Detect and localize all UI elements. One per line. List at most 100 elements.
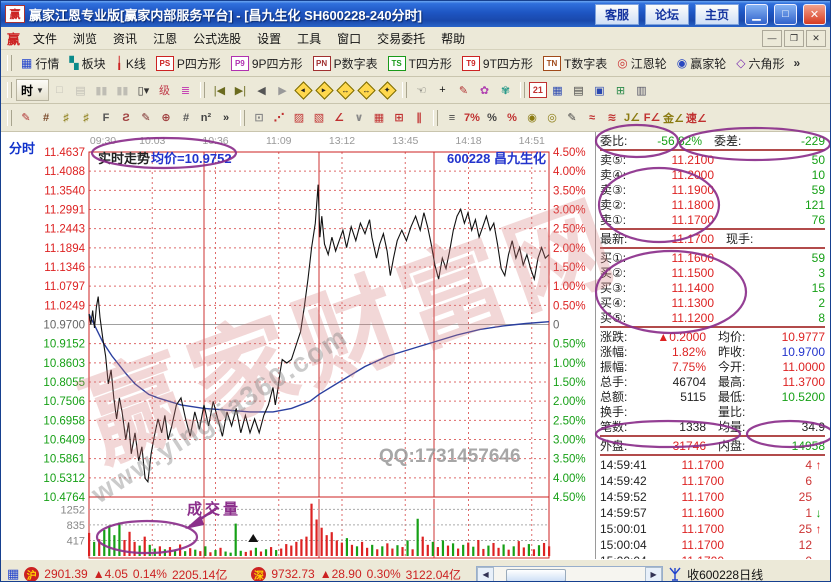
tick-row-5[interactable]: 15:00:04 11.1700 12 xyxy=(600,537,825,553)
toolbar-button-kline[interactable]: ╽ K线 xyxy=(111,53,151,74)
toolbar-button-percent-line[interactable]: % xyxy=(507,111,517,124)
toolbar-button-first-page[interactable]: |◀ xyxy=(213,84,226,97)
close-button[interactable]: ✕ xyxy=(803,3,826,25)
toolbar-button-winner-wheel[interactable]: ◉ 赢家轮 xyxy=(672,53,732,74)
toolbar-button-time-circle[interactable]: ⊕ xyxy=(161,112,171,124)
toolbar-button-export-tool[interactable]: ⊞ xyxy=(615,84,626,97)
toolbar-button-prev-page[interactable]: ◀ xyxy=(257,84,266,97)
menu-item-5[interactable]: 设置 xyxy=(257,31,282,46)
toolbar-button-notes-tool[interactable]: ▤ xyxy=(573,84,584,97)
toolbar-button-angle-lines[interactable]: ∠ xyxy=(334,112,344,124)
toolbar-button-brush[interactable]: ✎ xyxy=(141,112,151,124)
toolbar-button-hexagon[interactable]: ◇ 六角形 xyxy=(731,53,789,74)
toolbar-button-fan-box-2[interactable]: ▧ xyxy=(313,112,325,124)
toolbar-button-crosshair-tool[interactable]: + xyxy=(439,84,446,96)
ask-row-2[interactable]: 卖②: 11.1800 121 xyxy=(600,197,825,213)
bid-row-5[interactable]: 买⑤: 11.1200 8 xyxy=(600,310,825,326)
toolbar-button-percent[interactable]: % xyxy=(487,111,497,124)
menu-item-8[interactable]: 交易委托 xyxy=(377,31,426,46)
scroll-left-icon[interactable]: ◀ xyxy=(477,566,495,581)
toolbar-button-p-square[interactable]: PS P四方形 xyxy=(151,53,226,74)
toolbar-button-gold-circle[interactable]: ◉ xyxy=(527,112,537,124)
toolbar-button-gann-bars[interactable]: ≡ xyxy=(448,111,456,124)
toolbar-button-calendar-tool[interactable]: 21 xyxy=(528,82,547,98)
toolbar-button-speed-angle[interactable]: 速∠ xyxy=(685,112,707,125)
toolbar-button-j-angle[interactable]: J∠ xyxy=(624,112,640,124)
toolbar-button-zoom-left-diamond[interactable]: ◂ xyxy=(294,80,313,100)
toolbar-button-price-grid-2[interactable]: ⊞ xyxy=(394,112,404,124)
toolbar-button-draw-pen[interactable]: ✎ xyxy=(21,112,31,124)
child-restore-button[interactable]: ❐ xyxy=(784,29,804,47)
toolbar-button-save-tool[interactable]: ▣ xyxy=(594,84,605,97)
menu-item-2[interactable]: 资讯 xyxy=(113,31,138,46)
toolbar-button-gold-wave[interactable]: ≋ xyxy=(607,112,617,124)
toolbar-overflow-icon[interactable]: » xyxy=(793,56,801,70)
toolbar-button-9p-square[interactable]: P9 9P四方形 xyxy=(226,53,308,74)
toolbar-button-fan-lines[interactable]: ⋰ xyxy=(273,112,285,124)
panel-divider[interactable] xyxy=(595,132,596,559)
toolbar-button-t-number[interactable]: TN T数字表 xyxy=(538,53,612,74)
toolbar-button-gann-frame[interactable]: ⊡ xyxy=(254,112,264,124)
ask-row-4[interactable]: 卖④: 11.2000 10 xyxy=(600,167,825,183)
toolbar-button-slant-lines[interactable]: ∥ xyxy=(416,112,422,124)
toolbar-button-stamp-tool[interactable]: 级 xyxy=(158,85,170,97)
menu-item-7[interactable]: 窗口 xyxy=(337,31,362,46)
menu-item-9[interactable]: 帮助 xyxy=(441,31,466,46)
toolbar-button-candle-pen[interactable]: ✎ xyxy=(567,112,577,124)
toolbar-button-comb-2[interactable]: # xyxy=(182,111,190,124)
customer-service-button[interactable]: 客服 xyxy=(594,3,639,25)
menu-item-0[interactable]: 文件 xyxy=(33,31,58,46)
toolbar-button-flower-tool[interactable]: ✿ xyxy=(479,84,490,97)
ask-row-3[interactable]: 卖③: 11.1900 59 xyxy=(600,182,825,198)
menu-item-3[interactable]: 江恩 xyxy=(153,31,178,46)
toolbar-button-quotes[interactable]: ▦ 行情 xyxy=(16,53,64,74)
toolbar-button-gold-comb[interactable]: ♯ xyxy=(63,111,69,124)
horizontal-scrollbar[interactable]: ◀ ▶ xyxy=(476,565,664,581)
minimize-button[interactable]: ▁ xyxy=(745,3,768,25)
toolbar-button-zoom-out-diamond[interactable]: ↔ xyxy=(357,80,376,100)
toolbar-button-zoom-right-diamond[interactable]: ▸ xyxy=(315,80,334,100)
toolbar-button-angle-pen-tool[interactable]: ✎ xyxy=(458,84,469,97)
bid-row-3[interactable]: 买③: 11.1400 15 xyxy=(600,280,825,296)
toolbar-button-gold-comb-2[interactable]: ♯ xyxy=(83,111,89,124)
toolbar-button-candle-style-tool[interactable]: ▯▾ xyxy=(137,84,150,97)
market-grid-icon[interactable]: ▦ xyxy=(7,566,20,581)
toolbar-button-percent-7[interactable]: 7% xyxy=(464,111,480,124)
child-minimize-button[interactable]: — xyxy=(762,29,782,47)
toolbar-button-gann-wheel[interactable]: ◎ 江恩轮 xyxy=(612,53,672,74)
menu-item-6[interactable]: 工具 xyxy=(297,31,322,46)
homepage-button[interactable]: 主页 xyxy=(694,3,739,25)
toolbar-button-volume-profile-tool[interactable]: ≣ xyxy=(180,84,191,97)
tick-row-2[interactable]: 14:59:52 11.1700 25 xyxy=(600,489,825,505)
toolbar-button-grid-comb[interactable]: # xyxy=(42,111,50,124)
toolbar-button-zoom-h-diamond[interactable]: ↔ xyxy=(336,80,355,100)
toolbar-button-hand-tool[interactable]: ☜ xyxy=(416,84,427,97)
tick-row-1[interactable]: 14:59:42 11.1700 6 xyxy=(600,473,825,489)
toolbar-button-print-tool[interactable]: ▥ xyxy=(636,84,647,97)
child-close-button[interactable]: ✕ xyxy=(806,29,826,47)
toolbar-button-f-angle[interactable]: F∠ xyxy=(643,112,661,124)
toolbar-button-zoom-all-diamond[interactable]: ✦ xyxy=(378,80,397,100)
bid-row-4[interactable]: 买④: 11.1300 2 xyxy=(600,295,825,311)
toolbar-button-f-comb[interactable]: F xyxy=(102,111,110,124)
toolbar-button-price-grid[interactable]: ▦ xyxy=(373,112,385,124)
toolbar-button-next-page[interactable]: ▶ xyxy=(278,84,287,97)
tick-row-4[interactable]: 15:00:01 11.1700 25 ↑ xyxy=(600,521,825,537)
maximize-button[interactable]: □ xyxy=(774,3,797,25)
scrollbar-thumb[interactable] xyxy=(506,568,567,581)
scrollbar-track[interactable] xyxy=(494,568,645,581)
forum-button[interactable]: 论坛 xyxy=(644,3,689,25)
tick-row-0[interactable]: 14:59:41 11.1700 4 ↑ xyxy=(600,457,825,473)
period-selector-button[interactable]: 时 ▼ xyxy=(16,79,49,101)
toolbar-button-p-number[interactable]: PN P数字表 xyxy=(308,53,383,74)
toolbar-button-brain-tool[interactable]: ✾ xyxy=(500,84,511,97)
toolbar-button-gold-angle[interactable]: 金∠ xyxy=(663,112,684,125)
timeshare-chart[interactable]: 11.4637 4.50% 11.4088 4.00% 11.3540 3.50% 11.2… xyxy=(1,132,595,559)
toolbar-button-gold-ring[interactable]: ◎ xyxy=(547,112,557,124)
ask-row-1[interactable]: 卖①: 11.1700 76 xyxy=(600,212,825,228)
toolbar-button-wave[interactable]: ≈ xyxy=(588,111,596,124)
toolbar-button-overflow[interactable]: » xyxy=(222,111,230,124)
toolbar-button-last-page[interactable]: ▶| xyxy=(234,84,247,97)
toolbar-button-fan-box[interactable]: ▨ xyxy=(293,112,305,124)
